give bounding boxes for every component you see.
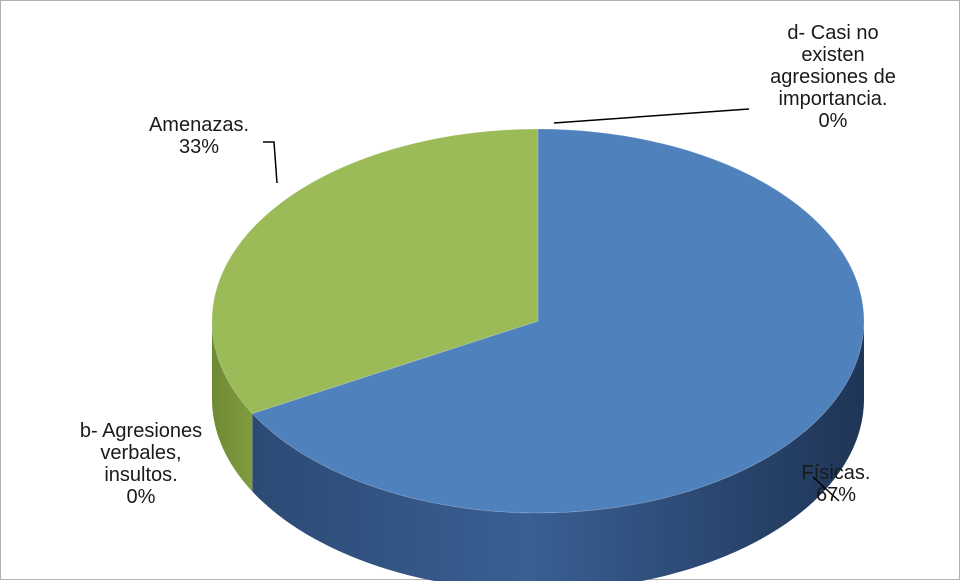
leader-line-0 <box>812 476 840 502</box>
data-label-0-line-0: Físicas. <box>802 462 871 484</box>
data-label-3-line-3: importancia. <box>779 88 888 110</box>
data-label-2-line-1: 33% <box>179 136 219 158</box>
data-label-1-line-1: verbales, <box>100 442 181 464</box>
data-label-3-line-4: 0% <box>819 110 848 132</box>
data-label-1-line-3: 0% <box>127 486 156 508</box>
pie-slice-2 <box>211 128 539 415</box>
data-label-3-line-1: existen <box>801 44 864 66</box>
data-label-2-line-0: Amenazas. <box>149 114 249 136</box>
data-label-2: Amenazas.33% <box>149 114 249 158</box>
pie-slice-0 <box>251 128 865 514</box>
pie-slice-side-2-0 <box>212 321 253 492</box>
data-label-1-line-2: insultos. <box>104 464 177 486</box>
leader-line-3 <box>553 108 750 124</box>
data-label-3-line-2: agresiones de <box>770 66 896 88</box>
data-label-0-line-1: 67% <box>816 484 856 506</box>
data-label-3-line-0: d- Casi no <box>787 22 878 44</box>
pie-slice-side-0-0 <box>252 322 864 581</box>
data-label-1-line-0: b- Agresiones <box>80 420 202 442</box>
leader-line-2 <box>263 141 278 184</box>
